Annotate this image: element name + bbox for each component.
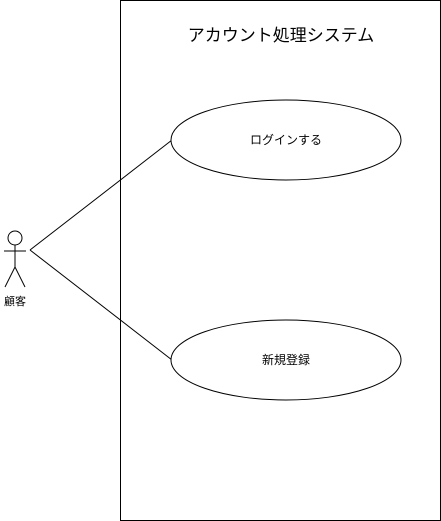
actor-customer[interactable]: 顧客 — [4, 230, 26, 308]
use-case-login-ellipse — [170, 99, 402, 181]
use-case-login-label: ログインする — [250, 133, 322, 147]
actor-label: 顧客 — [4, 294, 26, 308]
use-case-login[interactable]: ログインする — [170, 99, 402, 181]
use-case-register-label: 新規登録 — [262, 352, 310, 367]
actor-head — [7, 230, 23, 246]
use-case-register-ellipse — [170, 319, 402, 401]
use-case-register[interactable]: 新規登録 — [170, 319, 402, 401]
system-boundary — [120, 0, 441, 521]
association-line-register — [29, 249, 173, 361]
system-title: アカウント処理システム — [188, 26, 375, 46]
actor-left-leg — [4, 266, 16, 288]
association-line-login — [29, 139, 173, 251]
actor-right-leg — [14, 266, 26, 288]
